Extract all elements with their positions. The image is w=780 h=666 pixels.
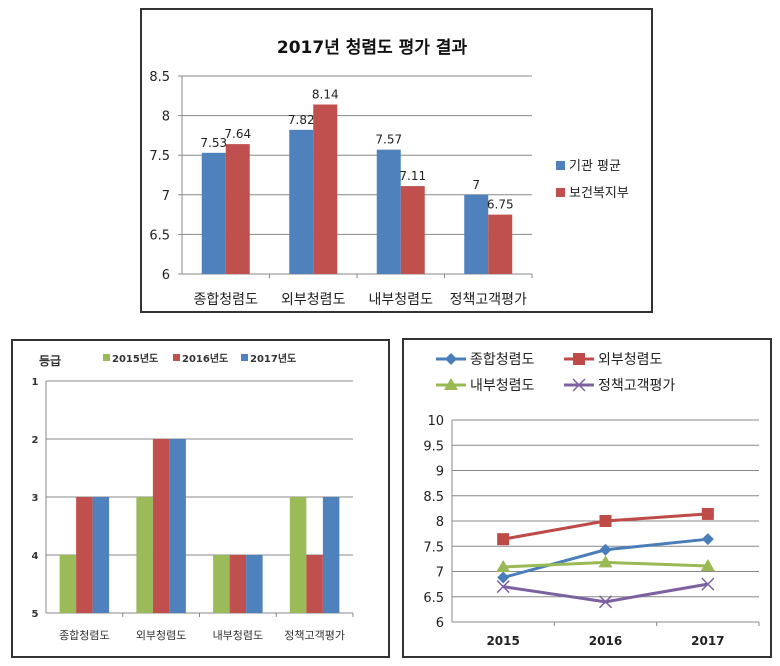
bar bbox=[376, 149, 401, 274]
bar bbox=[152, 439, 170, 613]
chart2-svg: 등급 1 2 3 4 5 종합청렴도 외부청렴도 내부청렴도 정책고객평가 2015년도 2016년… bbox=[32, 352, 354, 642]
x-tick-label: 2015 bbox=[486, 634, 519, 648]
bar bbox=[201, 152, 226, 274]
x-tick-label: 내부청렴도 bbox=[213, 629, 264, 642]
legend-label: 2017년도 bbox=[250, 352, 296, 365]
x-tick-label: 2017 bbox=[691, 634, 724, 648]
chart1-title: 2017년 청렴도 평가 결과 bbox=[277, 37, 468, 58]
marker-square bbox=[497, 533, 510, 546]
legend-label: 외부청렴도 bbox=[598, 352, 663, 368]
marker-x bbox=[598, 595, 613, 609]
bar bbox=[229, 555, 247, 613]
bar bbox=[76, 497, 93, 613]
marker-x bbox=[701, 577, 715, 591]
legend-label: 기관 평균 bbox=[569, 159, 621, 174]
marker-triangle bbox=[444, 378, 458, 390]
legend-swatch bbox=[103, 354, 110, 361]
bar bbox=[289, 129, 314, 274]
bar bbox=[213, 555, 230, 613]
legend-swatch bbox=[241, 354, 248, 361]
y-tick-label: 8.5 bbox=[423, 490, 444, 505]
bar bbox=[92, 497, 110, 613]
marker-diamond bbox=[497, 571, 510, 584]
x-tick-label: 2016 bbox=[589, 634, 622, 648]
marker-square bbox=[701, 507, 714, 520]
legend-label: 종합청렴도 bbox=[470, 352, 535, 368]
marker-diamond bbox=[599, 543, 612, 556]
bar bbox=[136, 497, 153, 613]
marker-diamond bbox=[445, 353, 457, 365]
marker-square bbox=[599, 515, 612, 527]
legend-swatch bbox=[556, 161, 565, 170]
marker-triangle bbox=[598, 555, 613, 568]
chart-score-trend: 6 6.5 7 7.5 8 8.5 9 9.5 10 2015 2016 2017 종합청렴도 외부청렴도… bbox=[402, 338, 772, 658]
data-label: 7.57 bbox=[375, 133, 402, 147]
legend-label: 정책고객평가 bbox=[598, 378, 675, 394]
y-tick-label: 6 bbox=[436, 616, 444, 631]
x-tick-label: 외부청렴도 bbox=[136, 629, 187, 642]
chart2-ylabel: 등급 bbox=[39, 354, 61, 368]
data-label: 8.14 bbox=[312, 88, 339, 102]
legend-label: 2016년도 bbox=[182, 352, 228, 365]
x-tick-label: 정책고객평가 bbox=[284, 629, 345, 642]
x-tick-label: 종합청렴도 bbox=[194, 292, 259, 308]
x-tick-label: 내부청렴도 bbox=[369, 292, 434, 308]
bar bbox=[306, 555, 323, 613]
marker-x bbox=[572, 378, 586, 392]
y-tick-label: 4 bbox=[32, 551, 39, 562]
bar bbox=[313, 104, 338, 275]
data-label: 7 bbox=[472, 178, 480, 192]
marker-diamond bbox=[701, 533, 714, 546]
legend-label: 내부청렴도 bbox=[470, 378, 535, 394]
legend-swatch bbox=[556, 188, 565, 197]
x-tick-label: 정책고객평가 bbox=[450, 292, 527, 308]
y-tick-label: 8 bbox=[162, 110, 170, 125]
y-tick-label: 1 bbox=[32, 377, 39, 388]
legend-label: 2015년도 bbox=[112, 352, 158, 365]
marker-x bbox=[496, 580, 510, 594]
y-tick-label: 9 bbox=[436, 465, 444, 480]
y-tick-label: 5 bbox=[32, 609, 39, 620]
chart3-svg: 6 6.5 7 7.5 8 8.5 9 9.5 10 2015 2016 2017 종합청렴도 외부청렴도… bbox=[423, 352, 760, 648]
data-label: 7.53 bbox=[200, 136, 227, 150]
data-label: 7.64 bbox=[224, 127, 251, 141]
chart-grade-by-year: 등급 1 2 3 4 5 종합청렴도 외부청렴도 내부청렴도 정책고객평가 2015년도 2016년… bbox=[11, 339, 390, 658]
bar bbox=[169, 439, 186, 613]
y-tick-label: 7.5 bbox=[149, 149, 170, 164]
bar bbox=[225, 144, 250, 274]
y-tick-label: 6.5 bbox=[423, 591, 444, 606]
marker-triangle bbox=[496, 559, 511, 572]
y-tick-label: 10 bbox=[427, 414, 444, 429]
marker-triangle bbox=[700, 558, 715, 571]
y-tick-label: 6 bbox=[162, 268, 170, 283]
bar bbox=[59, 555, 77, 613]
bar bbox=[464, 194, 489, 274]
legend-label: 보건복지부 bbox=[569, 186, 629, 201]
series-line bbox=[502, 582, 709, 604]
data-label: 7.11 bbox=[399, 169, 426, 183]
y-tick-label: 8 bbox=[436, 515, 444, 530]
bar bbox=[289, 497, 307, 613]
bar bbox=[246, 555, 263, 613]
bar bbox=[322, 497, 340, 613]
data-label: 7.82 bbox=[288, 113, 315, 127]
data-label: 6.75 bbox=[487, 198, 514, 212]
marker-square bbox=[573, 353, 585, 365]
chart1-svg: 2017년 청렴도 평가 결과 6 6.5 7 7.5 8 8.5 종합청렴도 7.537.6… bbox=[149, 37, 629, 308]
y-tick-label: 7.5 bbox=[423, 540, 444, 555]
chart-2017-integrity-results: 2017년 청렴도 평가 결과 6 6.5 7 7.5 8 8.5 종합청렴도 7.53 7.6… bbox=[140, 8, 653, 313]
y-tick-label: 3 bbox=[32, 493, 39, 504]
bar bbox=[488, 214, 513, 274]
x-tick-label: 외부청렴도 bbox=[281, 292, 346, 308]
y-tick-label: 6.5 bbox=[149, 228, 170, 243]
y-tick-label: 9.5 bbox=[423, 439, 444, 454]
y-tick-label: 2 bbox=[32, 435, 39, 446]
bar bbox=[400, 186, 425, 274]
x-tick-label: 종합청렴도 bbox=[59, 629, 110, 642]
legend-swatch bbox=[173, 354, 180, 361]
y-tick-label: 7 bbox=[436, 566, 444, 581]
y-tick-label: 8.5 bbox=[149, 70, 170, 85]
y-tick-label: 7 bbox=[162, 189, 170, 204]
